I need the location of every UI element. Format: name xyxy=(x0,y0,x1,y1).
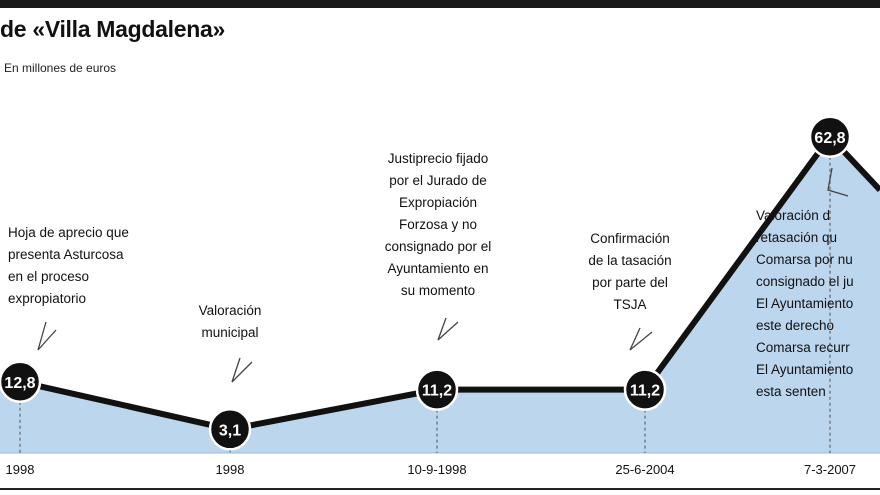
annotation-2-line-2: Expropiación xyxy=(398,195,478,210)
data-bubble-4 xyxy=(808,115,852,159)
annotation-1-line-0: Valoración xyxy=(198,303,262,318)
annotation-4-line-5: este derecho xyxy=(756,318,835,333)
x-tick-label-4: 7-3-2007 xyxy=(804,462,856,477)
annotation-4-line-1: retasación qu xyxy=(756,230,838,245)
annotation-2-line-3: Forzosa y no xyxy=(398,217,478,232)
annotation-4-line-4: El Ayuntamiento xyxy=(756,296,854,311)
page-subtitle: En millones de euros xyxy=(4,61,117,75)
annotation-4-line-0: Valoración d xyxy=(756,208,831,223)
annotation-2-line-4: consignado por el xyxy=(384,239,492,254)
annotation-3: Confirmación de la tasación por parte del T… xyxy=(568,228,692,316)
annotation-4-line-8: esta senten xyxy=(756,384,826,399)
callout-pointer-1 xyxy=(231,357,253,383)
x-tick-label-0: 1998 xyxy=(6,462,35,477)
annotation-4-line-2: Comarsa por nu xyxy=(756,252,853,267)
data-label-3: 11,2 xyxy=(630,383,660,400)
annotation-0-line-0: Hoja de aprecio que xyxy=(8,225,129,240)
callout-pointer-2 xyxy=(437,317,459,341)
data-label-4: 62,8 xyxy=(814,130,845,147)
x-tick-label-2: 10-9-1998 xyxy=(407,462,466,477)
annotation-2-line-5: Ayuntamiento en xyxy=(387,261,489,276)
annotation-0-line-1: presenta Asturcosa xyxy=(8,247,124,262)
annotation-1: Valoración municipal xyxy=(170,300,290,344)
annotation-0-line-3: expropiatorio xyxy=(8,291,87,306)
annotation-2: Justiprecio fijado por el Jurado de Exprop… xyxy=(358,148,518,302)
top-bar xyxy=(0,0,880,8)
annotation-4-line-6: Comarsa recurr xyxy=(756,340,850,355)
callout-pointer-4 xyxy=(827,167,849,197)
annotation-3-line-3: TSJA xyxy=(613,297,647,312)
x-tick-label-3: 25-6-2004 xyxy=(615,462,674,477)
annotation-4: Valoración d retasación qu Comarsa por nu c… xyxy=(756,205,854,403)
annotation-3-line-1: de la tasación xyxy=(588,253,672,268)
bottom-rule xyxy=(0,488,880,490)
annotation-0: Hoja de aprecio que presenta Asturcosa en … xyxy=(8,222,129,310)
annotation-3-line-0: Confirmación xyxy=(590,231,670,246)
annotation-2-line-1: por el Jurado de xyxy=(389,173,487,188)
annotation-3-line-2: por parte del xyxy=(592,275,668,290)
data-bubble-0 xyxy=(0,360,42,404)
data-bubble-3 xyxy=(623,368,667,411)
callout-pointer-3 xyxy=(629,327,653,351)
annotation-4-line-7: El Ayuntamiento xyxy=(756,362,854,377)
annotation-1-line-1: municipal xyxy=(201,325,259,340)
x-tick-label-1: 1998 xyxy=(216,462,245,477)
annotation-4-line-3: consignado el ju xyxy=(756,274,854,289)
data-label-1: 3,1 xyxy=(219,422,241,439)
data-label-2: 11,2 xyxy=(422,383,452,400)
annotation-2-line-6: su momento xyxy=(400,283,476,298)
callout-pointer-0 xyxy=(37,321,57,351)
data-bubble-1 xyxy=(208,408,252,451)
annotation-2-line-0: Justiprecio fijado xyxy=(387,151,489,166)
data-bubble-2 xyxy=(415,368,459,411)
page-title: de «Villa Magdalena» xyxy=(0,16,225,42)
data-label-0: 12,8 xyxy=(4,375,35,392)
annotation-0-line-2: en el proceso xyxy=(8,269,90,284)
